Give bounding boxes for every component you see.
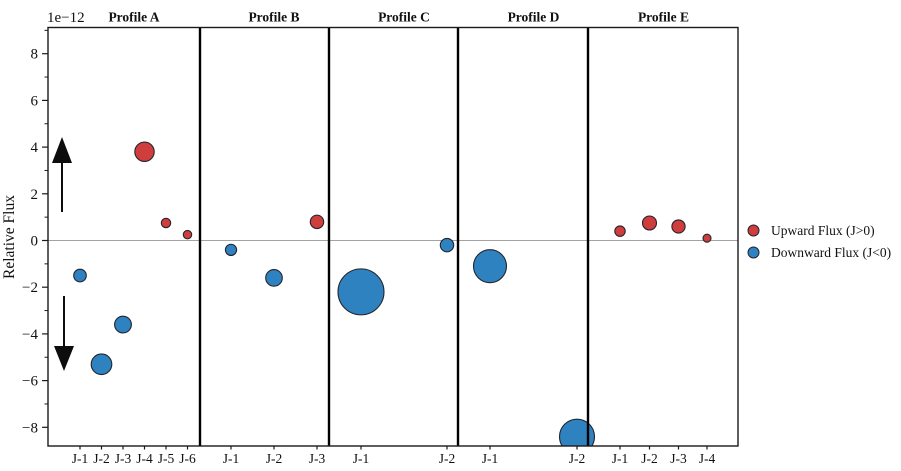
legend-marker-upward-flux (747, 224, 760, 237)
data-point-bubble (90, 353, 113, 376)
x-tick-label: J-2 (266, 451, 283, 466)
data-point-bubble (134, 141, 155, 163)
data-point-bubble (558, 418, 596, 446)
x-tick-label: J-1 (72, 451, 89, 466)
data-point-bubble (439, 237, 455, 253)
x-tick-label: J-1 (482, 451, 499, 466)
y-tick-label: 8 (31, 47, 39, 63)
y-axis-title: Relative Flux (1, 195, 18, 279)
x-tick-label: J-2 (93, 451, 110, 466)
x-tick-label: J-4 (136, 451, 153, 466)
y-axis-ticks: 8 6 4 2 0 −2 −4 −6 −8 (22, 29, 48, 436)
data-point-bubble (182, 229, 193, 240)
y-tick-label: −8 (22, 420, 38, 436)
plot-area (48, 27, 738, 446)
y-tick-label: −6 (22, 374, 38, 390)
x-tick-label: J-5 (158, 451, 175, 466)
data-point-bubble (309, 214, 325, 230)
legend-marker-downward-flux (747, 246, 760, 259)
x-tick-label: J-2 (569, 451, 586, 466)
x-tick-label: J-6 (179, 451, 196, 466)
x-tick-label: J-3 (670, 451, 687, 466)
panel-dividers (198, 27, 590, 446)
x-tick-label: J-3 (309, 451, 326, 466)
y-tick-label: 0 (31, 234, 39, 250)
x-tick-label: J-3 (115, 451, 132, 466)
x-tick-label: J-1 (353, 451, 370, 466)
data-point-bubble (472, 249, 508, 284)
data-point-bubble (224, 243, 238, 256)
flux-direction-arrows (52, 137, 74, 371)
data-point-bubble (337, 268, 385, 316)
panel-header-d: Profile D (508, 10, 560, 25)
panel-header-b: Profile B (248, 10, 299, 25)
y-tick-label: −4 (22, 327, 38, 343)
x-axis-ticks: J-1 J-2 J-3 J-4 J-5 J-6 J-1 J-2 J-3 J-1 J-2 J-1 J-2 J… (72, 446, 716, 466)
x-tick-label: J-1 (223, 451, 240, 466)
legend-label-upward-flux: Upward Flux (J>0) (771, 223, 875, 238)
downward-arrow-head (54, 346, 74, 371)
data-point-bubble (614, 225, 626, 237)
x-tick-label: J-1 (612, 451, 629, 466)
plot-frame (47, 26, 739, 447)
panel-header-c: Profile C (378, 10, 430, 25)
y-tick-label: 2 (31, 187, 39, 203)
legend: Upward Flux (J>0) Downward Flux (J<0) (747, 223, 891, 260)
panel-header-e: Profile E (638, 10, 689, 25)
x-tick-label: J-2 (439, 451, 456, 466)
y-axis-offset-factor: 1e−12 (47, 10, 85, 26)
data-points (73, 141, 712, 446)
data-point-bubble (265, 269, 283, 287)
data-point-bubble (114, 315, 132, 334)
data-point-bubble (641, 215, 658, 231)
x-tick-label: J-4 (699, 451, 716, 466)
panel-header-a: Profile A (108, 10, 159, 25)
data-point-bubble (73, 268, 87, 283)
legend-label-downward-flux: Downward Flux (J<0) (771, 245, 891, 260)
x-tick-label: J-2 (641, 451, 658, 466)
y-tick-label: 4 (31, 140, 39, 156)
upward-arrow-head (52, 137, 72, 163)
data-point-bubble (160, 217, 172, 229)
y-tick-label: −2 (22, 280, 38, 296)
y-tick-label: 6 (31, 93, 39, 109)
data-point-bubble (702, 233, 712, 243)
data-point-bubble (671, 219, 686, 234)
